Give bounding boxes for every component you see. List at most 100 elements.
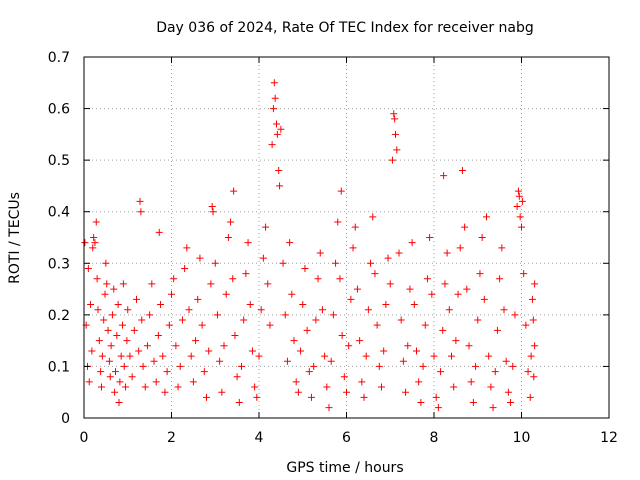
x-tick-label: 6 (342, 430, 351, 446)
data-point (269, 105, 277, 113)
data-point (437, 368, 445, 376)
data-point (146, 311, 154, 319)
data-point (382, 301, 390, 309)
data-point (299, 301, 307, 309)
data-point (395, 249, 403, 257)
data-point (393, 146, 401, 154)
y-axis-label: ROTI / TECUs (7, 192, 23, 284)
data-point (434, 404, 442, 412)
data-point (524, 368, 532, 376)
data-point (81, 239, 89, 247)
data-point (235, 399, 243, 407)
data-point (292, 378, 300, 386)
data-point (141, 383, 149, 391)
data-point (120, 362, 128, 370)
data-point (97, 368, 105, 376)
data-point (406, 285, 414, 293)
data-point (500, 306, 508, 314)
data-point (113, 331, 121, 339)
data-point (159, 352, 167, 360)
data-point (493, 326, 501, 334)
data-point (474, 316, 482, 324)
data-point (110, 285, 118, 293)
data-point (516, 213, 524, 221)
data-point (89, 244, 97, 252)
data-point (150, 357, 158, 365)
data-point (170, 275, 178, 283)
data-point (485, 352, 493, 360)
data-point (216, 357, 224, 365)
data-point (369, 213, 377, 221)
data-point (172, 342, 180, 350)
data-point (126, 352, 134, 360)
data-point (310, 362, 318, 370)
data-point (308, 393, 315, 401)
data-point (489, 404, 497, 412)
data-point (502, 357, 510, 365)
data-point (233, 373, 241, 381)
data-point (413, 347, 420, 355)
data-point (107, 342, 115, 350)
chart-title: Day 036 of 2024, Rate Of TEC Index for r… (156, 20, 534, 36)
data-point (375, 362, 383, 370)
data-point (522, 321, 530, 329)
y-tick-label: 0.5 (48, 153, 70, 169)
data-point (218, 388, 226, 396)
data-point (358, 378, 366, 386)
data-point (238, 362, 245, 370)
data-point (415, 378, 423, 386)
data-point (143, 342, 151, 350)
data-point (329, 311, 337, 319)
data-point (518, 223, 525, 231)
data-point (138, 316, 146, 324)
data-point (277, 125, 285, 133)
data-point (314, 275, 322, 283)
data-point (445, 306, 453, 314)
grid (84, 57, 609, 418)
data-point (513, 203, 521, 211)
data-point (440, 172, 448, 180)
x-tick-label: 12 (600, 430, 618, 446)
data-point (343, 388, 350, 396)
data-point (478, 234, 486, 241)
data-point (108, 311, 116, 319)
data-point (251, 383, 259, 391)
data-point (181, 264, 189, 272)
y-tick-labels: 0 0.1 0.2 0.3 0.4 0.5 0.6 0.7 (48, 50, 70, 427)
data-point (452, 337, 460, 345)
data-point (392, 130, 399, 138)
data-point (367, 259, 375, 267)
data-point (124, 306, 132, 314)
data-point (456, 244, 464, 252)
data-point (255, 352, 263, 360)
data-point (391, 115, 399, 123)
data-point (264, 280, 272, 288)
data-point (458, 166, 466, 174)
y-tick-label: 0.6 (48, 102, 70, 118)
data-point (408, 239, 416, 247)
data-point (270, 79, 278, 87)
data-point (187, 352, 195, 360)
data-point (84, 264, 92, 272)
x-axis-label: GPS time / hours (286, 460, 403, 476)
data-point (531, 342, 539, 350)
data-point (417, 399, 425, 407)
data-point (116, 378, 124, 386)
data-point (511, 311, 519, 319)
data-point (428, 290, 436, 298)
x-tick-label: 4 (255, 430, 264, 446)
data-point (133, 295, 140, 303)
data-point (419, 362, 427, 370)
data-point (222, 290, 230, 298)
data-point (443, 249, 451, 257)
data-point (93, 275, 101, 283)
data-point (288, 290, 296, 298)
data-point (390, 110, 398, 118)
data-point (402, 388, 410, 396)
data-point (439, 326, 447, 334)
data-point (323, 383, 331, 391)
data-point (174, 383, 182, 391)
data-point (183, 244, 191, 252)
data-point (185, 306, 193, 314)
